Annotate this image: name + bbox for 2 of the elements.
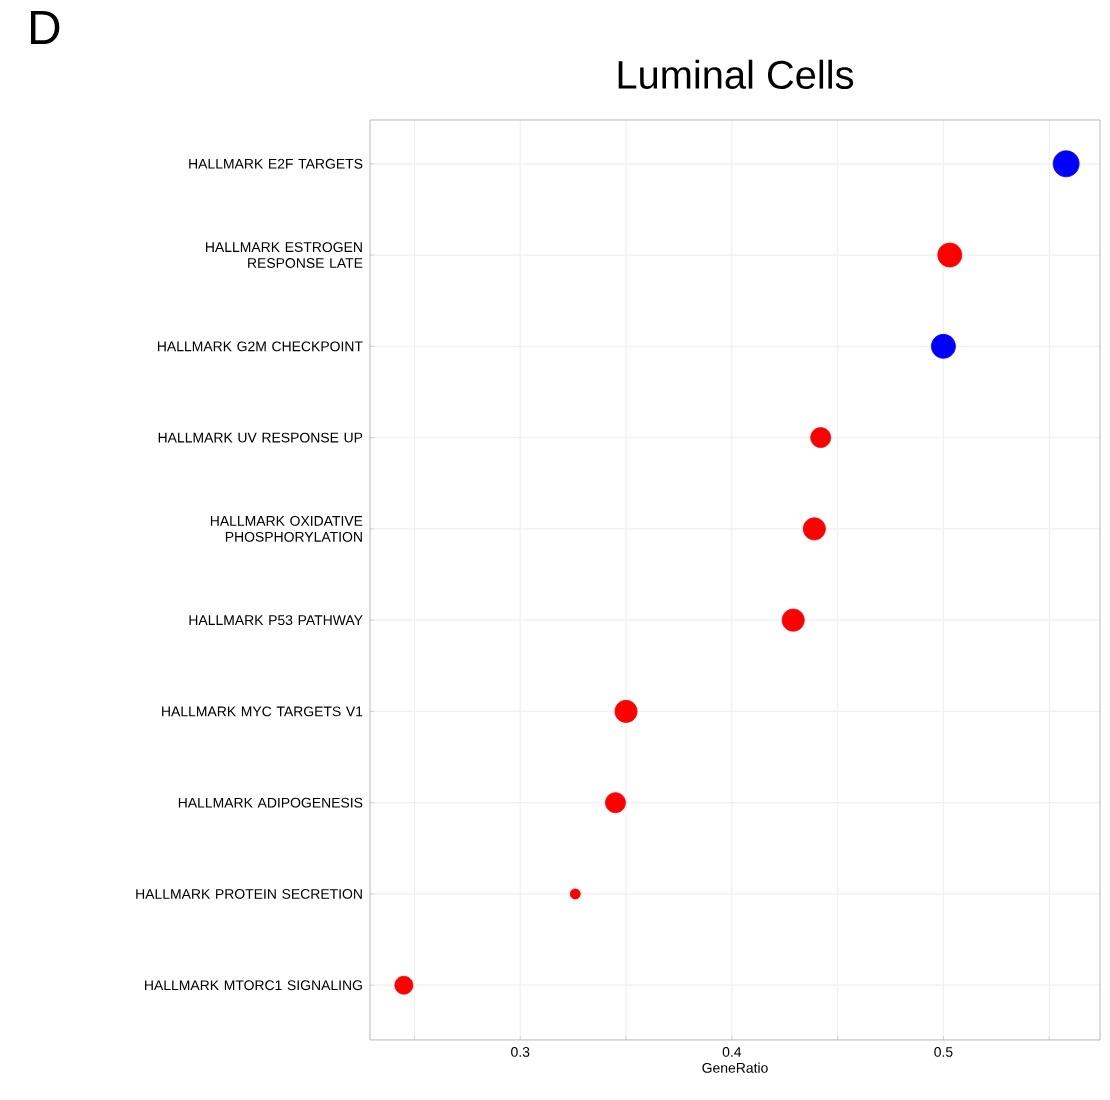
chart-title: Luminal Cells — [618, 59, 854, 89]
text: D — [30, 11, 60, 44]
